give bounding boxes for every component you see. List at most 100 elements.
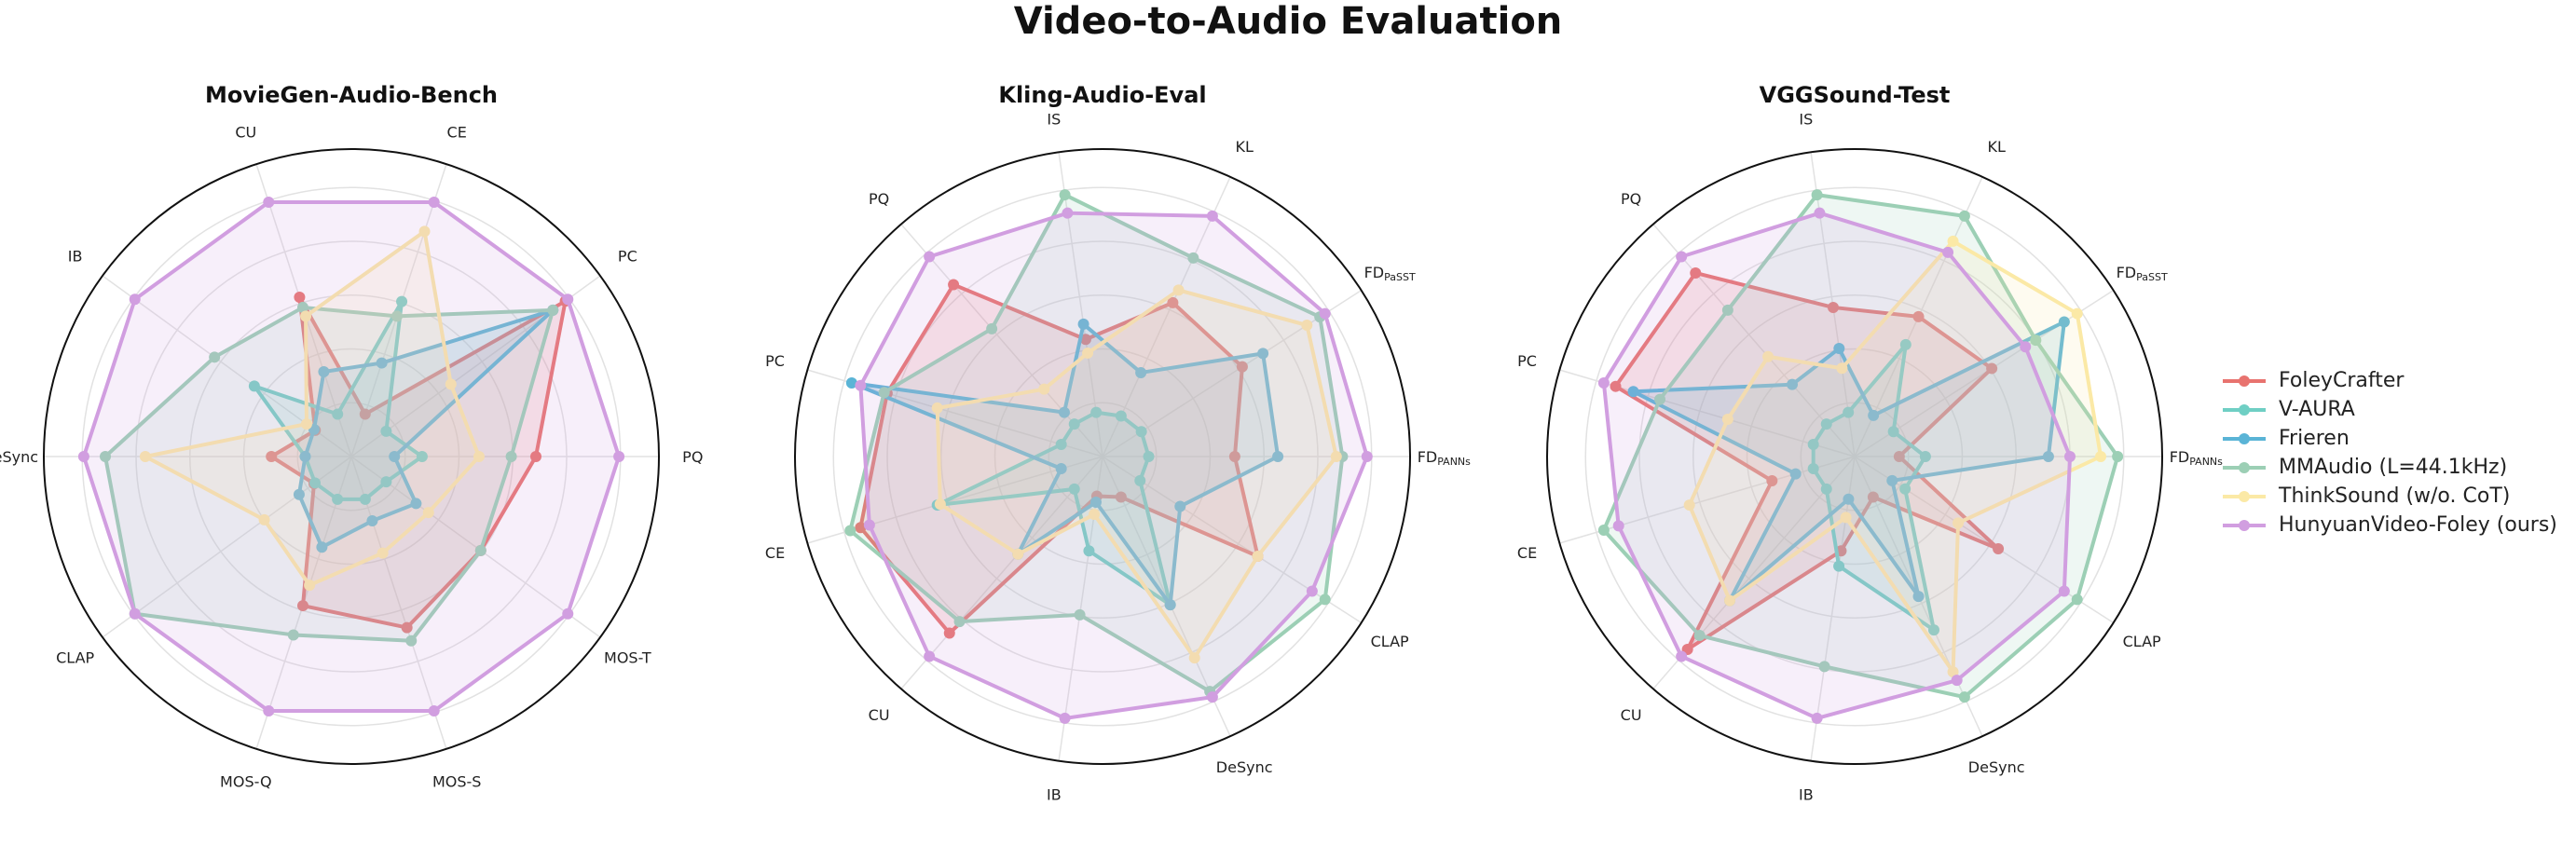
series-frieren [845,318,1284,611]
data-point [1058,406,1070,418]
series-mmaudio-l-44-1khz- [100,301,559,647]
data-point [1721,414,1733,426]
data-point [1840,512,1852,524]
series-area [858,211,1369,720]
data-point [2058,585,2070,597]
data-point [844,525,856,537]
axis-label: CU [869,706,890,724]
axis-label: FDPANNs [1418,448,1471,468]
data-point [948,279,960,291]
data-point [396,295,408,307]
data-point [1721,304,1733,316]
data-point [1257,348,1269,360]
data-point [1789,468,1802,480]
data-point [1912,310,1925,322]
axis-label-main: DeSync [0,448,38,466]
data-point [953,616,966,628]
series-area [1687,239,2103,675]
axis-label: IS [1799,110,1813,128]
grid-spoke [1058,152,1103,457]
data-point [1228,451,1240,462]
data-point [139,451,151,462]
data-point [1090,406,1103,418]
data-point [318,365,330,377]
data-point [1927,624,1939,636]
data-point [296,600,308,612]
data-point [332,493,344,505]
axis-label: DeSync [0,448,38,466]
data-point [1683,499,1695,512]
axis-label-main: CE [447,124,467,142]
axis-label: KL [1235,138,1253,156]
axis-label: MOS-T [604,648,651,666]
data-point [294,291,306,303]
data-point [1301,320,1313,332]
data-point [380,476,392,488]
data-point [1919,451,1931,462]
axis-label-main: FD [2170,448,2190,466]
legend-marker [2239,519,2250,531]
legend-swatch [2223,487,2266,506]
data-point [1059,712,1071,724]
data-point [1164,599,1176,611]
legend-item: HunyuanVideo-Foley (ours) [2223,511,2557,539]
data-point [1676,650,1688,662]
legend-item: ThinkSound (w/o. CoT) [2223,482,2557,511]
grid-spoke [900,456,1103,689]
data-point [1993,543,2005,555]
data-point [1059,189,1071,201]
data-point [304,580,316,592]
data-point [1690,266,1702,279]
axis-label: MOS-S [432,772,481,790]
series-hunyuanvideo-foley-ours- [1597,207,2076,724]
axis-label-main: CU [235,124,256,142]
data-point [1807,463,1819,475]
data-point [2064,451,2076,462]
chart-title: MovieGen-Audio-Bench [205,82,498,108]
axis-label-main: PQ [1621,190,1641,208]
legend-swatch [2223,458,2266,477]
data-point [1206,210,1218,222]
legend-label: MMAudio (L=44.1kHz) [2279,456,2508,479]
data-point [562,293,574,306]
axis-label-main: IS [1799,110,1813,128]
legend-swatch [2223,372,2266,390]
axis-label: IB [68,248,83,266]
axis-label: CE [765,544,785,562]
series-hunyuanvideo-foley-ours- [855,207,1373,724]
data-point [1077,318,1089,330]
data-point [1074,608,1086,621]
legend-label: Frieren [2279,427,2350,450]
data-point [1174,500,1186,512]
data-point [376,357,388,369]
data-point [1807,438,1819,450]
data-point [296,301,308,313]
data-point [1055,463,1067,475]
data-point [422,507,434,519]
axis-label-main: CLAP [56,648,94,666]
legend-item: MMAudio (L=44.1kHz) [2223,453,2557,482]
series-hunyuanvideo-foley-ours- [77,196,625,717]
axis-label: FDPANNs [2170,448,2223,468]
axis-label-subscript: PaSST [2136,271,2168,283]
axis-label-main: CLAP [1371,633,1409,650]
data-point [931,402,943,414]
series-area [1601,211,2072,720]
data-point [401,621,413,634]
data-point [416,451,428,462]
data-point [366,515,378,527]
data-point [1083,545,1095,557]
axis-label: FDPaSST [1364,264,1416,283]
data-point [389,451,401,462]
series-area [81,199,622,714]
data-point [377,547,389,559]
data-point [1135,366,1147,378]
data-point [1951,675,1963,687]
data-point [266,451,278,462]
legend-swatch [2223,516,2266,535]
axis-label: DeSync [1216,758,1273,776]
axis-label-main: CU [1621,706,1642,724]
data-point [1833,343,1845,355]
data-point [473,451,485,462]
data-point [2071,594,2083,606]
